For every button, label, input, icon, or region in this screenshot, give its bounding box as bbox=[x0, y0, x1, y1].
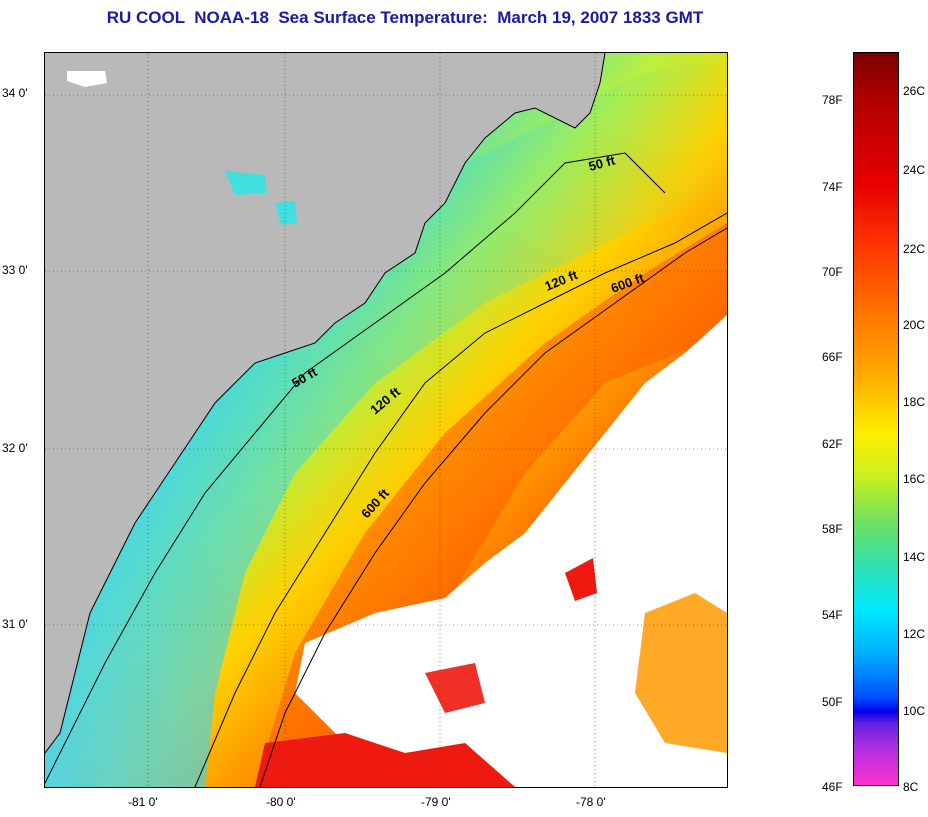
colorbar-f-62: 62F bbox=[822, 437, 843, 451]
colorbar-c-22: 22C bbox=[903, 242, 926, 256]
colorbar-c-24: 24C bbox=[903, 163, 926, 177]
lon-label-81: -81 0' bbox=[128, 795, 158, 809]
colorbar-c-12: 12C bbox=[903, 627, 926, 641]
inland-lake-3 bbox=[275, 201, 297, 225]
colorbar-f-78: 78F bbox=[822, 93, 843, 107]
warm-strip-south bbox=[255, 733, 515, 787]
land-mass bbox=[45, 53, 605, 753]
warm-patch-center bbox=[565, 558, 597, 601]
colorbar-c-18: 18C bbox=[903, 395, 926, 409]
colorbar-c-10: 10C bbox=[903, 704, 926, 718]
colorbar-f-50: 50F bbox=[822, 695, 843, 709]
cloud-mask bbox=[295, 315, 727, 787]
coastline bbox=[45, 53, 606, 754]
lon-label-80: -80 0' bbox=[266, 795, 296, 809]
lat-label-32: 32 0' bbox=[2, 441, 28, 455]
inland-lake-2 bbox=[225, 171, 267, 195]
colorbar-f-74: 74F bbox=[822, 180, 843, 194]
nearshore-cool-water bbox=[45, 53, 727, 787]
contour-50ft bbox=[45, 152, 666, 784]
map-title: RU COOL NOAA-18 Sea Surface Temperature:… bbox=[106, 8, 704, 27]
lat-label-34: 34 0' bbox=[2, 86, 28, 100]
colorbar-c-26: 26C bbox=[903, 84, 926, 98]
contour-600ft bbox=[259, 227, 727, 787]
temperature-colorbar bbox=[853, 52, 899, 786]
colorbar-c-14: 14C bbox=[903, 550, 926, 564]
lon-label-78: -78 0' bbox=[576, 795, 606, 809]
colorbar-c-20: 20C bbox=[903, 318, 926, 332]
warm-patch-south bbox=[425, 663, 485, 713]
contour-120ft bbox=[194, 212, 727, 787]
colorbar-c-16: 16C bbox=[903, 472, 926, 486]
lat-label-31: 31 0' bbox=[2, 617, 28, 631]
colorbar-f-70: 70F bbox=[822, 265, 843, 279]
colorbar-c-8: 8C bbox=[903, 780, 919, 794]
contour-label-50ft-north: 50 ft bbox=[587, 152, 617, 174]
warm-patch-east bbox=[635, 593, 727, 753]
colorbar-f-54: 54F bbox=[822, 608, 843, 622]
lat-label-33: 33 0' bbox=[2, 263, 28, 277]
colorbar-f-46: 46F bbox=[822, 780, 843, 794]
colorbar-f-58: 58F bbox=[822, 522, 843, 536]
graticule bbox=[45, 53, 727, 787]
sst-map: 50 ft 50 ft 120 ft 120 ft 600 ft 600 ft bbox=[44, 52, 728, 788]
sst-map-canvas: 50 ft 50 ft 120 ft 120 ft 600 ft 600 ft bbox=[45, 53, 727, 787]
inland-lake-1 bbox=[67, 71, 107, 87]
colorbar-f-66: 66F bbox=[822, 350, 843, 364]
lon-label-79: -79 0' bbox=[421, 795, 451, 809]
